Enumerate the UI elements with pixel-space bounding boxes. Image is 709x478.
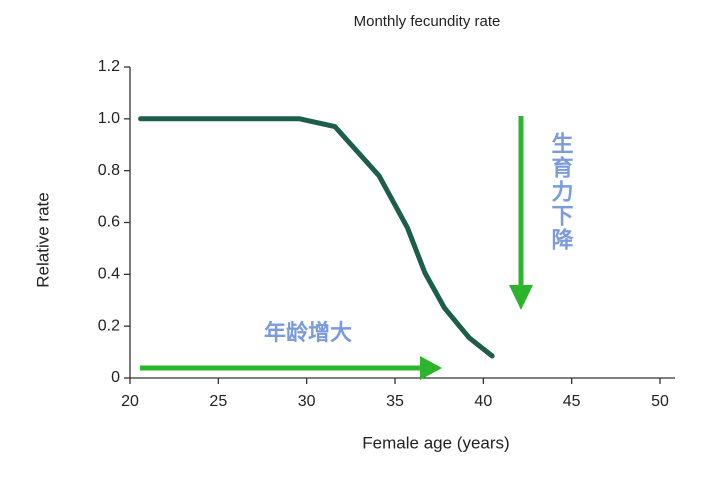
y-tick-label: 0.2 xyxy=(98,317,120,334)
arrow-right xyxy=(140,356,442,380)
x-tick-label: 40 xyxy=(474,393,492,410)
x-tick-label: 20 xyxy=(121,393,139,410)
x-tick-label: 30 xyxy=(298,393,316,410)
y-tick-label: 0.6 xyxy=(98,214,120,231)
x-tick-label: 35 xyxy=(386,393,404,410)
annotation: 年龄增大 xyxy=(264,320,352,346)
y-tick-label: 0 xyxy=(111,369,120,386)
annotation: 生育力下降 xyxy=(548,132,574,252)
x-tick-label: 25 xyxy=(209,393,227,410)
chart-title: Monthly fecundity rate xyxy=(354,13,501,30)
y-tick-label: 0.8 xyxy=(98,162,120,179)
y-axis-label: Relative rate xyxy=(33,192,52,287)
x-tick-label: 45 xyxy=(563,393,581,410)
x-tick-label: 50 xyxy=(651,393,669,410)
x-axis-label: Female age (years) xyxy=(362,433,509,452)
y-tick-label: 0.4 xyxy=(98,266,120,283)
data-line xyxy=(138,116,495,359)
y-tick-label: 1.0 xyxy=(98,110,120,127)
arrow-down xyxy=(509,116,533,310)
y-tick-label: 1.2 xyxy=(98,58,120,75)
